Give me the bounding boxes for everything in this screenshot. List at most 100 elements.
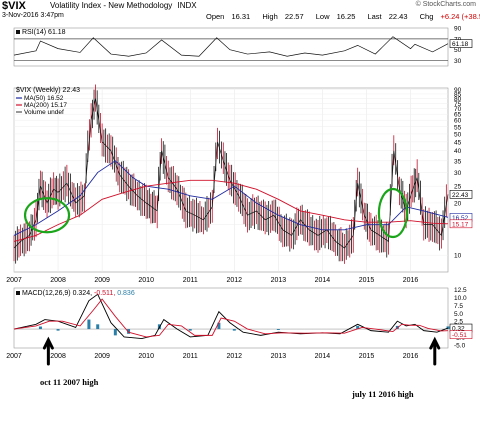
- instrument-name: Volatility Index - New Methodology INDX: [50, 1, 197, 10]
- copyright-text: © StockCharts.com: [415, 1, 476, 8]
- price-y-tick-label: 60: [454, 118, 462, 125]
- macd-value-tag-box: [449, 330, 473, 339]
- macd-histogram-bar: [446, 326, 450, 330]
- macd-histogram-bar: [217, 322, 221, 330]
- macd-label: MACD(12,26,9) 0.324, -0.511, 0.836: [22, 290, 135, 297]
- macd-x-tick-label: 2014: [315, 353, 331, 360]
- macd-histogram-bar: [56, 329, 60, 331]
- macd-tick-label: -5.0: [454, 342, 466, 349]
- instrument-name-text: Volatility Index - New Methodology: [50, 1, 173, 10]
- last-quote: Last 22.43: [367, 12, 412, 21]
- rsi-value-tag: 61.18: [452, 41, 469, 48]
- macd-x-tick-label: 2015: [359, 353, 375, 360]
- highlight-circle-2007: [23, 197, 71, 234]
- rsi-legend-swatch: [16, 30, 20, 34]
- macd-histogram-bar: [356, 325, 360, 330]
- price-x-tick-label: 2011: [183, 277, 198, 284]
- annotation-oct-2007: oct 11 2007 high: [40, 377, 99, 387]
- low-label: Low: [315, 12, 330, 21]
- price-value-tag: 22.43: [452, 192, 469, 199]
- macd-line: [13, 293, 449, 339]
- highlight-circle-2015: [377, 187, 409, 239]
- macd-x-tick-label: 2013: [271, 353, 287, 360]
- open-quote: Open 16.31: [206, 12, 255, 21]
- macd-panel-frame: [13, 287, 449, 349]
- macd-tick-label: 2.5: [454, 319, 463, 326]
- price-y-tick-label: 75: [454, 101, 462, 108]
- arrow-oct-2007: [42, 336, 54, 366]
- rsi-tick-label: 90: [454, 26, 462, 33]
- low-value: 16.25: [336, 12, 356, 21]
- price-x-tick-label: 2008: [50, 277, 66, 284]
- macd-legend-swatch: [16, 291, 20, 295]
- macd-histogram-bar: [113, 329, 117, 336]
- price-legend-label: MA(50) 16.52: [24, 95, 64, 102]
- price-value-tag-box: [449, 219, 473, 229]
- price-y-tick-label: 35: [454, 158, 462, 165]
- quote-date: 3-Nov-2016 3:47pm: [2, 12, 64, 19]
- macd-x-tick-label: 2016: [403, 353, 419, 360]
- rsi-panel-frame: [13, 27, 449, 67]
- last-value: 22.43: [388, 12, 408, 21]
- macd-tick-label: 5.0: [454, 311, 463, 318]
- price-y-tick-label: 50: [454, 131, 462, 138]
- last-label: Last: [367, 12, 382, 21]
- macd-histogram-bar: [232, 329, 236, 331]
- macd-histogram-bar: [38, 326, 42, 330]
- price-x-tick-label: 2013: [271, 277, 287, 284]
- price-x-tick-label: 2016: [403, 277, 419, 284]
- high-value: 22.57: [284, 12, 304, 21]
- macd-histogram-bar: [127, 329, 131, 334]
- macd-histogram-bar: [276, 329, 280, 330]
- macd-histogram-bar: [96, 324, 100, 330]
- macd-value-tag: 0.32: [452, 326, 465, 333]
- low-quote: Low 16.25: [316, 12, 361, 21]
- price-y-tick-label: 30: [454, 170, 462, 177]
- chg-value: +6.24 (+38.54%): [440, 12, 480, 21]
- price-y-tick-label: 20: [454, 200, 462, 207]
- symbol-title: $VIX: [2, 0, 26, 12]
- price-title: $VIX (Weekly) 22.43: [16, 87, 80, 94]
- price-y-tick-label: 85: [454, 91, 462, 98]
- annotation-jul-2016: july 11 2016 high: [352, 389, 414, 399]
- macd-x-tick-label: 2007: [6, 353, 22, 360]
- price-x-tick-label: 2007: [6, 277, 22, 284]
- price-legend-label: MA(200) 15.17: [24, 102, 67, 109]
- macd-x-tick-label: 2008: [50, 353, 66, 360]
- price-y-tick-label: 80: [454, 96, 462, 103]
- chg-label: Chg: [419, 12, 434, 21]
- price-x-tick-label: 2015: [359, 277, 375, 284]
- high-label: High: [262, 12, 278, 21]
- macd-x-tick-label: 2010: [138, 353, 154, 360]
- price-x-tick-label: 2012: [227, 277, 243, 284]
- rsi-label: RSI(14) 61.18: [22, 29, 66, 36]
- price-value-tag: 16.52: [452, 215, 469, 222]
- price-y-tick-label: 25: [454, 184, 462, 191]
- change-quote: Chg +6.24 (+38.54%): [420, 12, 480, 21]
- macd-tick-label: 10.0: [454, 295, 467, 302]
- price-x-tick-label: 2010: [138, 277, 154, 284]
- macd-tick-label: 12.5: [454, 287, 467, 294]
- quote-summary: Open 16.31 High 22.57 Low 16.25 Last 22.…: [206, 12, 480, 21]
- ma200-line: [13, 179, 449, 242]
- high-quote: High 22.57: [262, 12, 308, 21]
- rsi-line: [13, 36, 449, 57]
- rsi-value-tag-box: [449, 39, 473, 48]
- macd-x-tick-label: 2011: [183, 353, 198, 360]
- macd-x-tick-label: 2012: [227, 353, 243, 360]
- exchange-label: INDX: [177, 1, 197, 10]
- price-y-tick-label: 90: [454, 87, 462, 94]
- rsi-tick-label: 50: [454, 47, 462, 54]
- macd-signal-line: [13, 298, 449, 338]
- price-y-tick-label: 55: [454, 124, 462, 131]
- macd-x-tick-label: 2009: [94, 353, 110, 360]
- price-value-tag-box: [449, 190, 473, 199]
- open-label: Open: [206, 12, 225, 21]
- macd-histogram-bar: [188, 329, 192, 331]
- ma50-line: [13, 160, 449, 236]
- macd-histogram-bar: [87, 319, 91, 330]
- price-value-tag: 15.17: [452, 221, 469, 228]
- vix-close-line: [13, 98, 449, 249]
- price-y-tick-label: 40: [454, 148, 462, 155]
